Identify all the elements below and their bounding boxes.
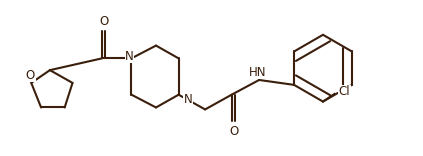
Text: Cl: Cl (339, 85, 350, 98)
Text: O: O (26, 68, 35, 82)
Text: O: O (99, 15, 109, 27)
Text: N: N (125, 50, 134, 63)
Text: N: N (184, 93, 193, 106)
Text: HN: HN (248, 66, 266, 79)
Text: O: O (229, 124, 238, 138)
